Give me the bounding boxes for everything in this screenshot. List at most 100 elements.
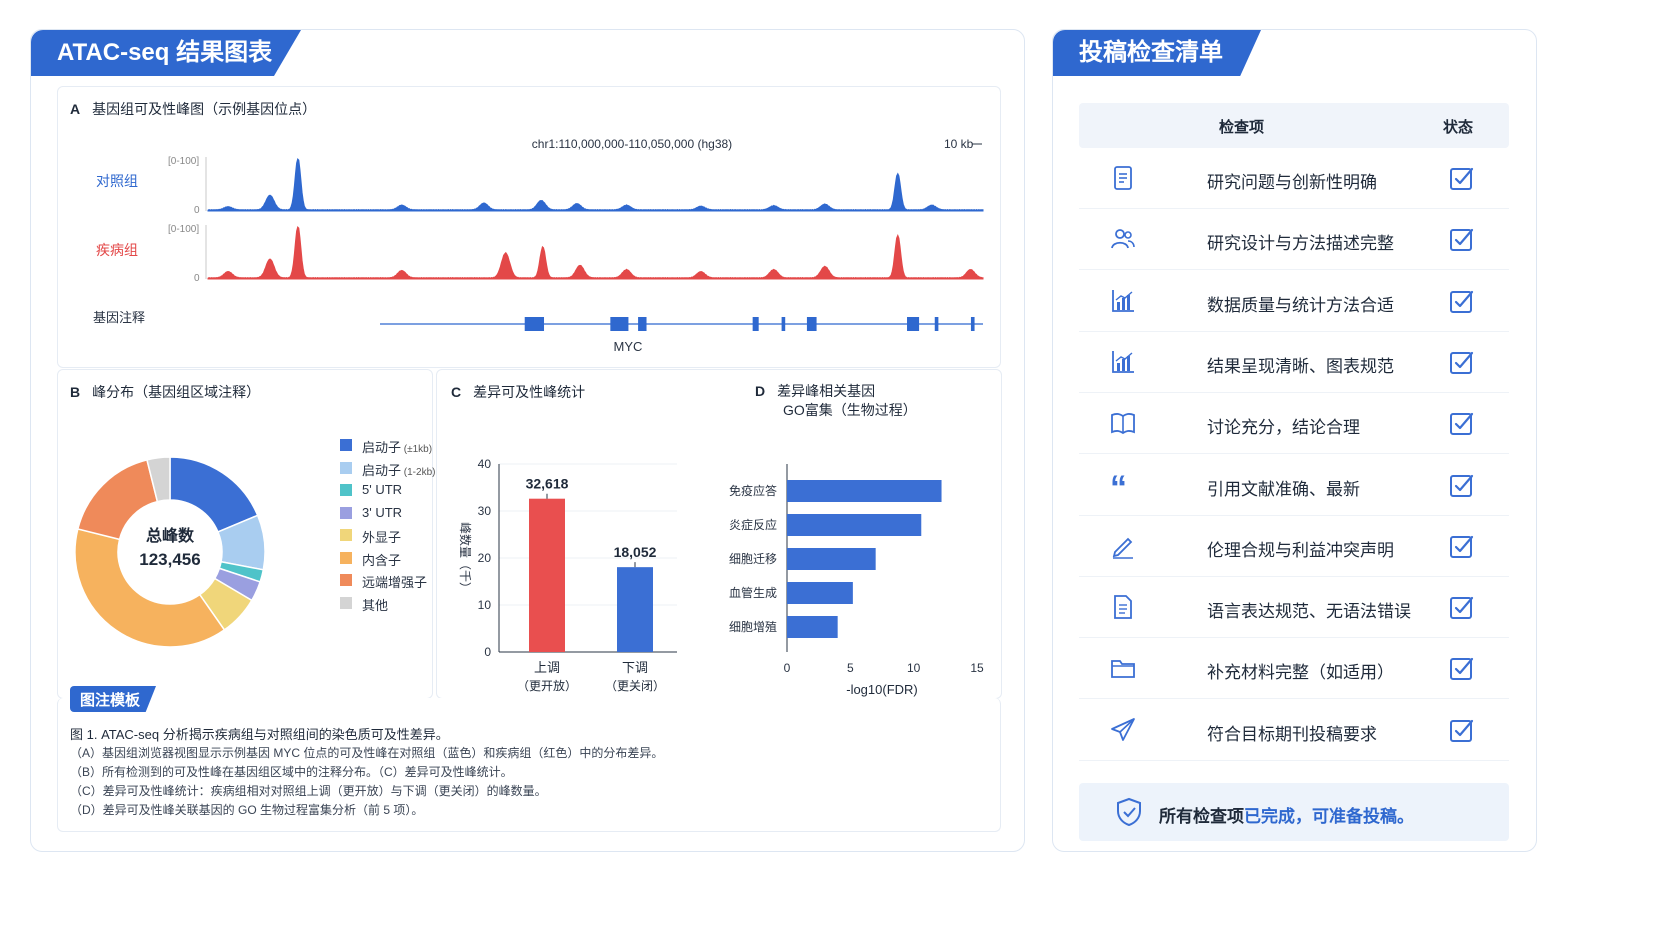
- bar-chart-icon: [1112, 350, 1134, 373]
- text-document-icon: [1114, 595, 1132, 619]
- checklist-item-label: 语言表达规范、无语法错误: [1207, 602, 1411, 622]
- panel-c-letter: C: [451, 384, 462, 400]
- bar: [787, 480, 942, 502]
- x-tick-label: 0: [784, 661, 791, 675]
- checklist-row: 数据质量与统计方法合适: [1079, 271, 1509, 332]
- x-axis-label: -log10(FDR): [846, 682, 918, 697]
- panel-a-title-text: 基因组可及性峰图（示例基因位点）: [92, 101, 317, 117]
- donut-slice: [146, 456, 171, 503]
- pen-icon: [1112, 537, 1133, 559]
- gene-exon: [781, 317, 786, 331]
- checklist-item-label: 数据质量与统计方法合适: [1207, 295, 1394, 315]
- checkbox-checked-icon[interactable]: [1449, 656, 1475, 682]
- legend-name: 5' UTR: [362, 482, 403, 497]
- checkbox-checked-icon[interactable]: [1449, 473, 1475, 499]
- genome-track-chart: chr1:110,000,000-110,050,000 (hg38) 10 k…: [93, 137, 984, 354]
- send-icon: [1111, 717, 1135, 741]
- results-panel-title: ATAC-seq 结果图表: [31, 30, 301, 76]
- gene-exon: [934, 317, 939, 331]
- gene-model: [380, 317, 983, 331]
- folder-icon: [1111, 660, 1135, 679]
- y-tick-label: 40: [478, 457, 492, 471]
- users-icon: [1111, 229, 1135, 249]
- legend-name: 启动子 (1-2kb): [362, 462, 436, 478]
- legend-swatch: [340, 529, 352, 541]
- legend-name: 其他: [362, 597, 389, 613]
- gene-exon: [610, 317, 629, 331]
- checklist-title: 投稿检查清单: [1053, 30, 1261, 76]
- document-icon: [1114, 166, 1132, 190]
- checkbox-checked-icon[interactable]: [1449, 227, 1475, 253]
- book-icon: [1111, 413, 1135, 435]
- donut-center-value: 123,456: [139, 550, 200, 569]
- track-name-disease: 疾病组: [96, 242, 138, 258]
- figure-legend-panel: 图注模板 图 1. ATAC-seq 分析揭示疾病组与对照组间的染色质可及性差异…: [57, 686, 1001, 832]
- y-tick-label: 30: [478, 504, 492, 518]
- legend-name: 远端增强子: [362, 575, 428, 590]
- legend-swatch: [340, 506, 352, 519]
- bar: [529, 498, 565, 652]
- panel-d-title: D 差异峰相关基因 GO富集（生物过程）: [755, 382, 917, 420]
- gene-exon: [970, 317, 975, 331]
- gene-exon: [524, 317, 545, 331]
- y-tick-label: 0: [484, 645, 491, 659]
- checklist-header-status: 状态: [1443, 119, 1474, 136]
- track-area-control: [207, 158, 984, 212]
- y-category-label: 血管生成: [729, 585, 777, 600]
- bar-value-label: 32,618: [526, 476, 569, 492]
- checkbox-checked-icon[interactable]: [1449, 534, 1475, 560]
- checklist-panel: 投稿检查清单 检查项 状态 研究问题与创新性明确 研究设计与方法描述完整 数据质…: [1052, 29, 1537, 852]
- gene-annotation-label: 基因注释: [93, 310, 145, 325]
- legend-swatch: [340, 484, 352, 496]
- x-category-sub-label: （更关闭）: [605, 679, 665, 693]
- checkbox-checked-icon[interactable]: [1449, 289, 1475, 315]
- x-tick-label: 15: [970, 661, 984, 675]
- x-category-label: 上调: [534, 660, 560, 675]
- track-name-control: 对照组: [96, 173, 138, 189]
- checklist-footer-part2: 已完成，可准备投稿。: [1244, 807, 1414, 826]
- svg-text:“: “: [1110, 471, 1127, 499]
- checkbox-checked-icon[interactable]: [1449, 166, 1475, 192]
- bar: [787, 548, 876, 570]
- x-category-label: 下调: [622, 660, 648, 675]
- panel-d-title-line1: 差异峰相关基因: [777, 383, 876, 399]
- gene-exon: [752, 317, 759, 331]
- bar-value-label: 18,052: [614, 544, 657, 560]
- panel-a-title: A 基因组可及性峰图（示例基因位点）: [70, 99, 316, 119]
- gene-exon: [638, 317, 647, 331]
- checklist-item-label: 符合目标期刊投稿要求: [1207, 724, 1377, 744]
- checklist-header: 检查项 状态: [1079, 103, 1509, 148]
- panel-c-title: C 差异可及性峰统计: [451, 382, 585, 402]
- x-tick-label: 5: [847, 661, 854, 675]
- y-category-label: 免疫应答: [729, 483, 777, 498]
- panel-b-title: B 峰分布（基因组区域注释）: [70, 382, 260, 402]
- y-category-label: 炎症反应: [729, 517, 777, 532]
- legend-swatch: [340, 551, 352, 564]
- donut-slice: [74, 528, 226, 648]
- legend-name: 3' UTR: [362, 504, 403, 520]
- checklist-footer-text: 所有检查项已完成，可准备投稿。: [1159, 802, 1414, 827]
- panel-b-title-text: 峰分布（基因组区域注释）: [92, 384, 261, 400]
- bar-chart-icon: [1112, 289, 1134, 312]
- panel-b-letter: B: [70, 384, 81, 400]
- checklist-item-label: 引用文献准确、最新: [1207, 479, 1360, 499]
- figure-legend-tag: 图注模板: [70, 686, 157, 712]
- checkbox-checked-icon[interactable]: [1449, 411, 1475, 437]
- checklist-item-label: 研究问题与创新性明确: [1207, 173, 1377, 192]
- y-axis-label: 峰数量（千）: [458, 522, 473, 594]
- y-category-label: 细胞迁移: [729, 552, 777, 566]
- checklist-item-label: 结果呈现清晰、图表规范: [1207, 356, 1394, 376]
- checkbox-checked-icon[interactable]: [1449, 350, 1475, 376]
- checklist-row: 讨论充分，结论合理: [1079, 393, 1509, 455]
- checklist-row: 研究问题与创新性明确: [1079, 148, 1509, 209]
- checkbox-checked-icon[interactable]: [1449, 718, 1475, 744]
- checklist-row: 结果呈现清晰、图表规范: [1079, 332, 1509, 393]
- panel-c-title-text: 差异可及性峰统计: [473, 384, 586, 400]
- bar: [787, 616, 838, 638]
- legend-swatch: [340, 574, 352, 586]
- bar: [787, 582, 853, 604]
- track-range-disease: [0-100]: [168, 224, 199, 235]
- checkbox-checked-icon[interactable]: [1449, 595, 1475, 621]
- legend-name: 内含子: [362, 552, 402, 568]
